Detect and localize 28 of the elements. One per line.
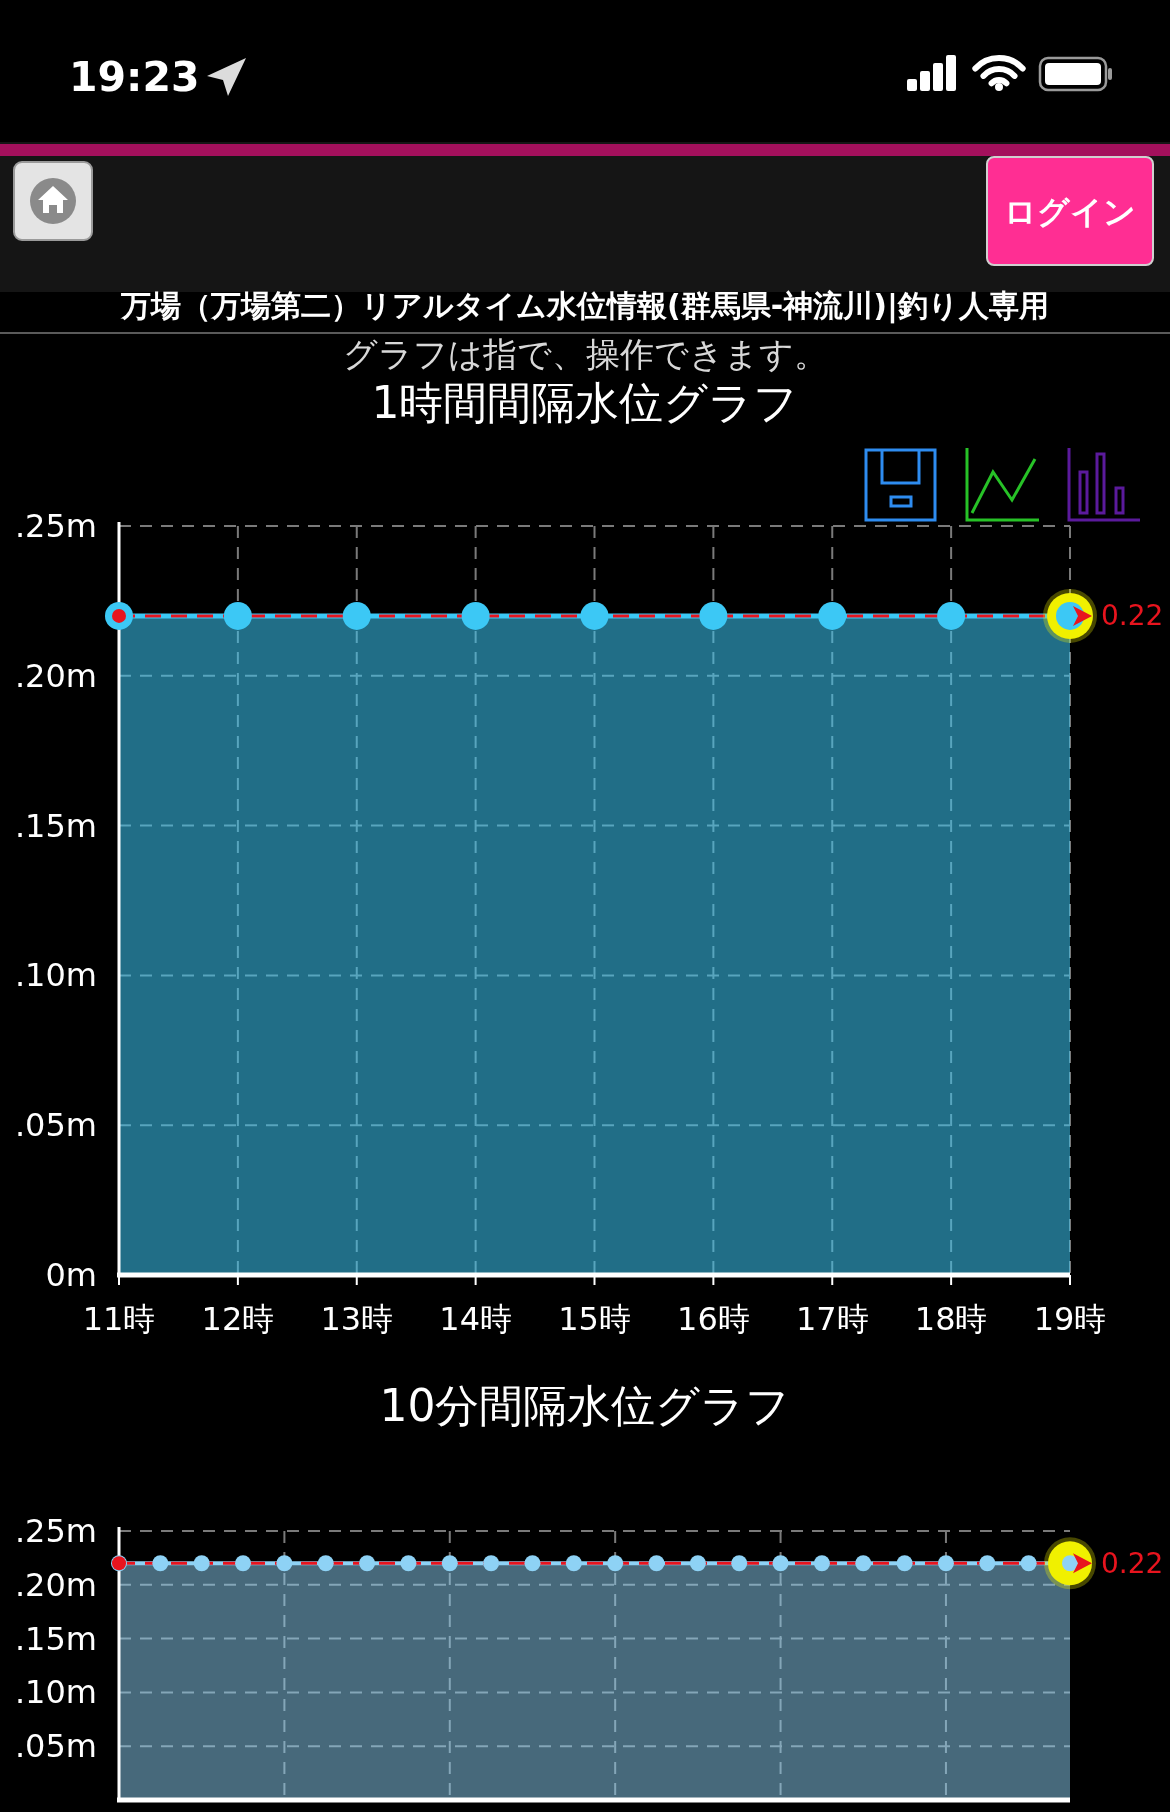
ref-line-label: 0.22 xyxy=(1101,1546,1164,1580)
status-time: 19:23 xyxy=(69,53,200,101)
x-tick-label: 16時 xyxy=(677,1300,750,1338)
x-tick-label: 12時 xyxy=(201,1300,275,1338)
instruction: グラフは指で、操作できます。 xyxy=(342,334,828,374)
x-tick-label: 17時 xyxy=(795,1300,869,1338)
y-tick-label: .10m xyxy=(14,956,97,995)
x-tick-label: 13時 xyxy=(320,1300,394,1338)
x-tick-label: 15時 xyxy=(558,1300,631,1338)
x-tick-label: 14時 xyxy=(439,1300,512,1338)
chart-title: 10分間隔水位グラフ xyxy=(379,1380,791,1431)
ref-line-label: 0.22 xyxy=(1101,599,1164,633)
login-button: ログイン xyxy=(986,156,1154,266)
x-tick-label: 18時 xyxy=(914,1300,988,1338)
x-tick-label: 19時 xyxy=(1033,1300,1107,1338)
y-tick-label: .20m xyxy=(14,656,97,695)
x-tick-label: 11時 xyxy=(82,1300,156,1338)
y-tick-label: .15m xyxy=(14,806,97,845)
y-tick-label: .05m xyxy=(14,1106,97,1145)
y-tick-label: 0m xyxy=(45,1256,97,1294)
y-tick-label: .20m xyxy=(14,1565,97,1604)
y-tick-label: .05m xyxy=(14,1727,97,1766)
y-tick-label: .25m xyxy=(14,507,97,545)
y-tick-label: .25m xyxy=(14,1512,97,1550)
y-tick-label: .15m xyxy=(14,1619,97,1658)
page-heading: 万場（万場第二）リアルタイム水位情報(群馬県-神流川)|釣り人専用 xyxy=(121,288,1049,323)
chart-title: 1時間間隔水位グラフ xyxy=(371,377,799,428)
y-tick-label: .10m xyxy=(14,1673,97,1712)
